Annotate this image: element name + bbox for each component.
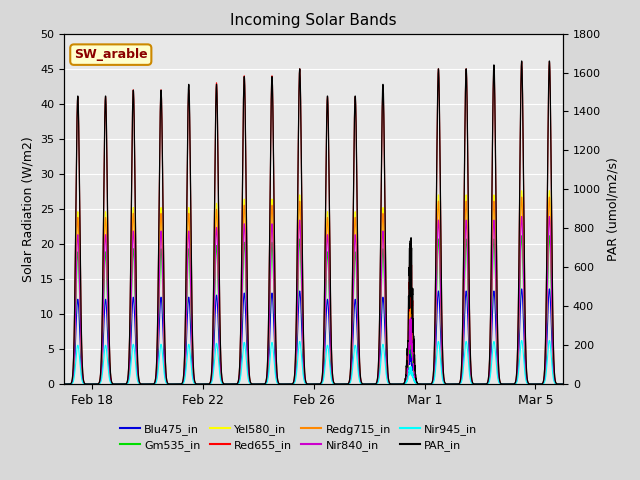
Line: Redg715_in: Redg715_in xyxy=(64,197,563,384)
Blu475_in xyxy=(512,380,520,386)
Gm535_in xyxy=(512,380,520,385)
Gm535_in xyxy=(167,381,175,387)
PAR_in xyxy=(371,381,378,387)
PAR_in xyxy=(518,58,525,64)
Nir945_in xyxy=(559,381,567,387)
Red655_in xyxy=(518,59,525,65)
Y-axis label: Solar Radiation (W/m2): Solar Radiation (W/m2) xyxy=(22,136,35,282)
Nir840_in xyxy=(362,381,370,387)
Yel580_in xyxy=(60,381,68,387)
Nir945_in xyxy=(200,381,207,387)
Line: Gm535_in: Gm535_in xyxy=(64,236,563,384)
Yel580_in xyxy=(167,381,175,387)
Y-axis label: PAR (umol/m2/s): PAR (umol/m2/s) xyxy=(607,157,620,261)
Gm535_in xyxy=(200,381,207,387)
PAR_in xyxy=(512,378,520,384)
Blu475_in xyxy=(60,381,68,387)
Nir840_in xyxy=(60,381,68,387)
Redg715_in xyxy=(559,381,567,387)
Blu475_in xyxy=(200,381,207,387)
Nir945_in xyxy=(60,381,68,387)
Line: Nir945_in: Nir945_in xyxy=(64,340,563,384)
Red655_in xyxy=(60,381,68,387)
Red655_in xyxy=(362,381,370,387)
Nir840_in xyxy=(559,381,567,387)
Text: SW_arable: SW_arable xyxy=(74,48,148,61)
Nir840_in xyxy=(167,381,175,387)
Gm535_in xyxy=(559,381,567,387)
Nir945_in xyxy=(167,381,175,387)
Nir840_in xyxy=(200,381,207,387)
PAR_in xyxy=(362,381,370,387)
Redg715_in xyxy=(512,379,520,385)
Blu475_in xyxy=(518,286,525,292)
Gm535_in xyxy=(371,381,378,387)
Nir840_in xyxy=(371,381,378,387)
Yel580_in xyxy=(518,188,525,193)
PAR_in xyxy=(559,381,567,387)
Line: Blu475_in: Blu475_in xyxy=(64,289,563,384)
Gm535_in xyxy=(362,381,370,387)
Nir945_in xyxy=(518,337,525,343)
Legend: Blu475_in, Gm535_in, Yel580_in, Red655_in, Redg715_in, Nir840_in, Nir945_in, PAR: Blu475_in, Gm535_in, Yel580_in, Red655_i… xyxy=(115,419,482,456)
Redg715_in xyxy=(371,381,378,387)
Red655_in xyxy=(559,381,567,387)
Red655_in xyxy=(371,381,378,387)
Line: PAR_in: PAR_in xyxy=(64,61,563,384)
Nir945_in xyxy=(371,381,378,387)
Blu475_in xyxy=(371,381,378,387)
Line: Nir840_in: Nir840_in xyxy=(64,216,563,384)
Nir840_in xyxy=(559,381,567,387)
Red655_in xyxy=(559,381,567,387)
Redg715_in xyxy=(200,381,207,387)
Blu475_in xyxy=(559,381,567,387)
Redg715_in xyxy=(60,381,68,387)
Blu475_in xyxy=(559,381,567,387)
Gm535_in xyxy=(559,381,567,387)
Yel580_in xyxy=(559,381,567,387)
Red655_in xyxy=(200,381,207,387)
PAR_in xyxy=(559,381,567,387)
PAR_in xyxy=(167,381,175,387)
PAR_in xyxy=(200,381,207,387)
Redg715_in xyxy=(559,381,567,387)
Line: Yel580_in: Yel580_in xyxy=(64,191,563,384)
Title: Incoming Solar Bands: Incoming Solar Bands xyxy=(230,13,397,28)
Yel580_in xyxy=(512,379,520,385)
Nir945_in xyxy=(559,381,567,387)
Gm535_in xyxy=(60,381,68,387)
Red655_in xyxy=(512,378,520,384)
Nir945_in xyxy=(512,381,520,386)
Yel580_in xyxy=(371,381,378,387)
Redg715_in xyxy=(167,381,175,387)
Line: Red655_in: Red655_in xyxy=(64,62,563,384)
Blu475_in xyxy=(362,381,370,387)
Red655_in xyxy=(167,381,175,387)
Redg715_in xyxy=(518,194,525,200)
Nir840_in xyxy=(518,214,525,219)
Nir840_in xyxy=(512,380,520,385)
Yel580_in xyxy=(362,381,370,387)
Nir945_in xyxy=(362,381,370,387)
Blu475_in xyxy=(167,381,175,387)
Yel580_in xyxy=(559,381,567,387)
Gm535_in xyxy=(518,233,525,239)
PAR_in xyxy=(60,381,68,387)
Redg715_in xyxy=(362,381,370,387)
Yel580_in xyxy=(200,381,207,387)
